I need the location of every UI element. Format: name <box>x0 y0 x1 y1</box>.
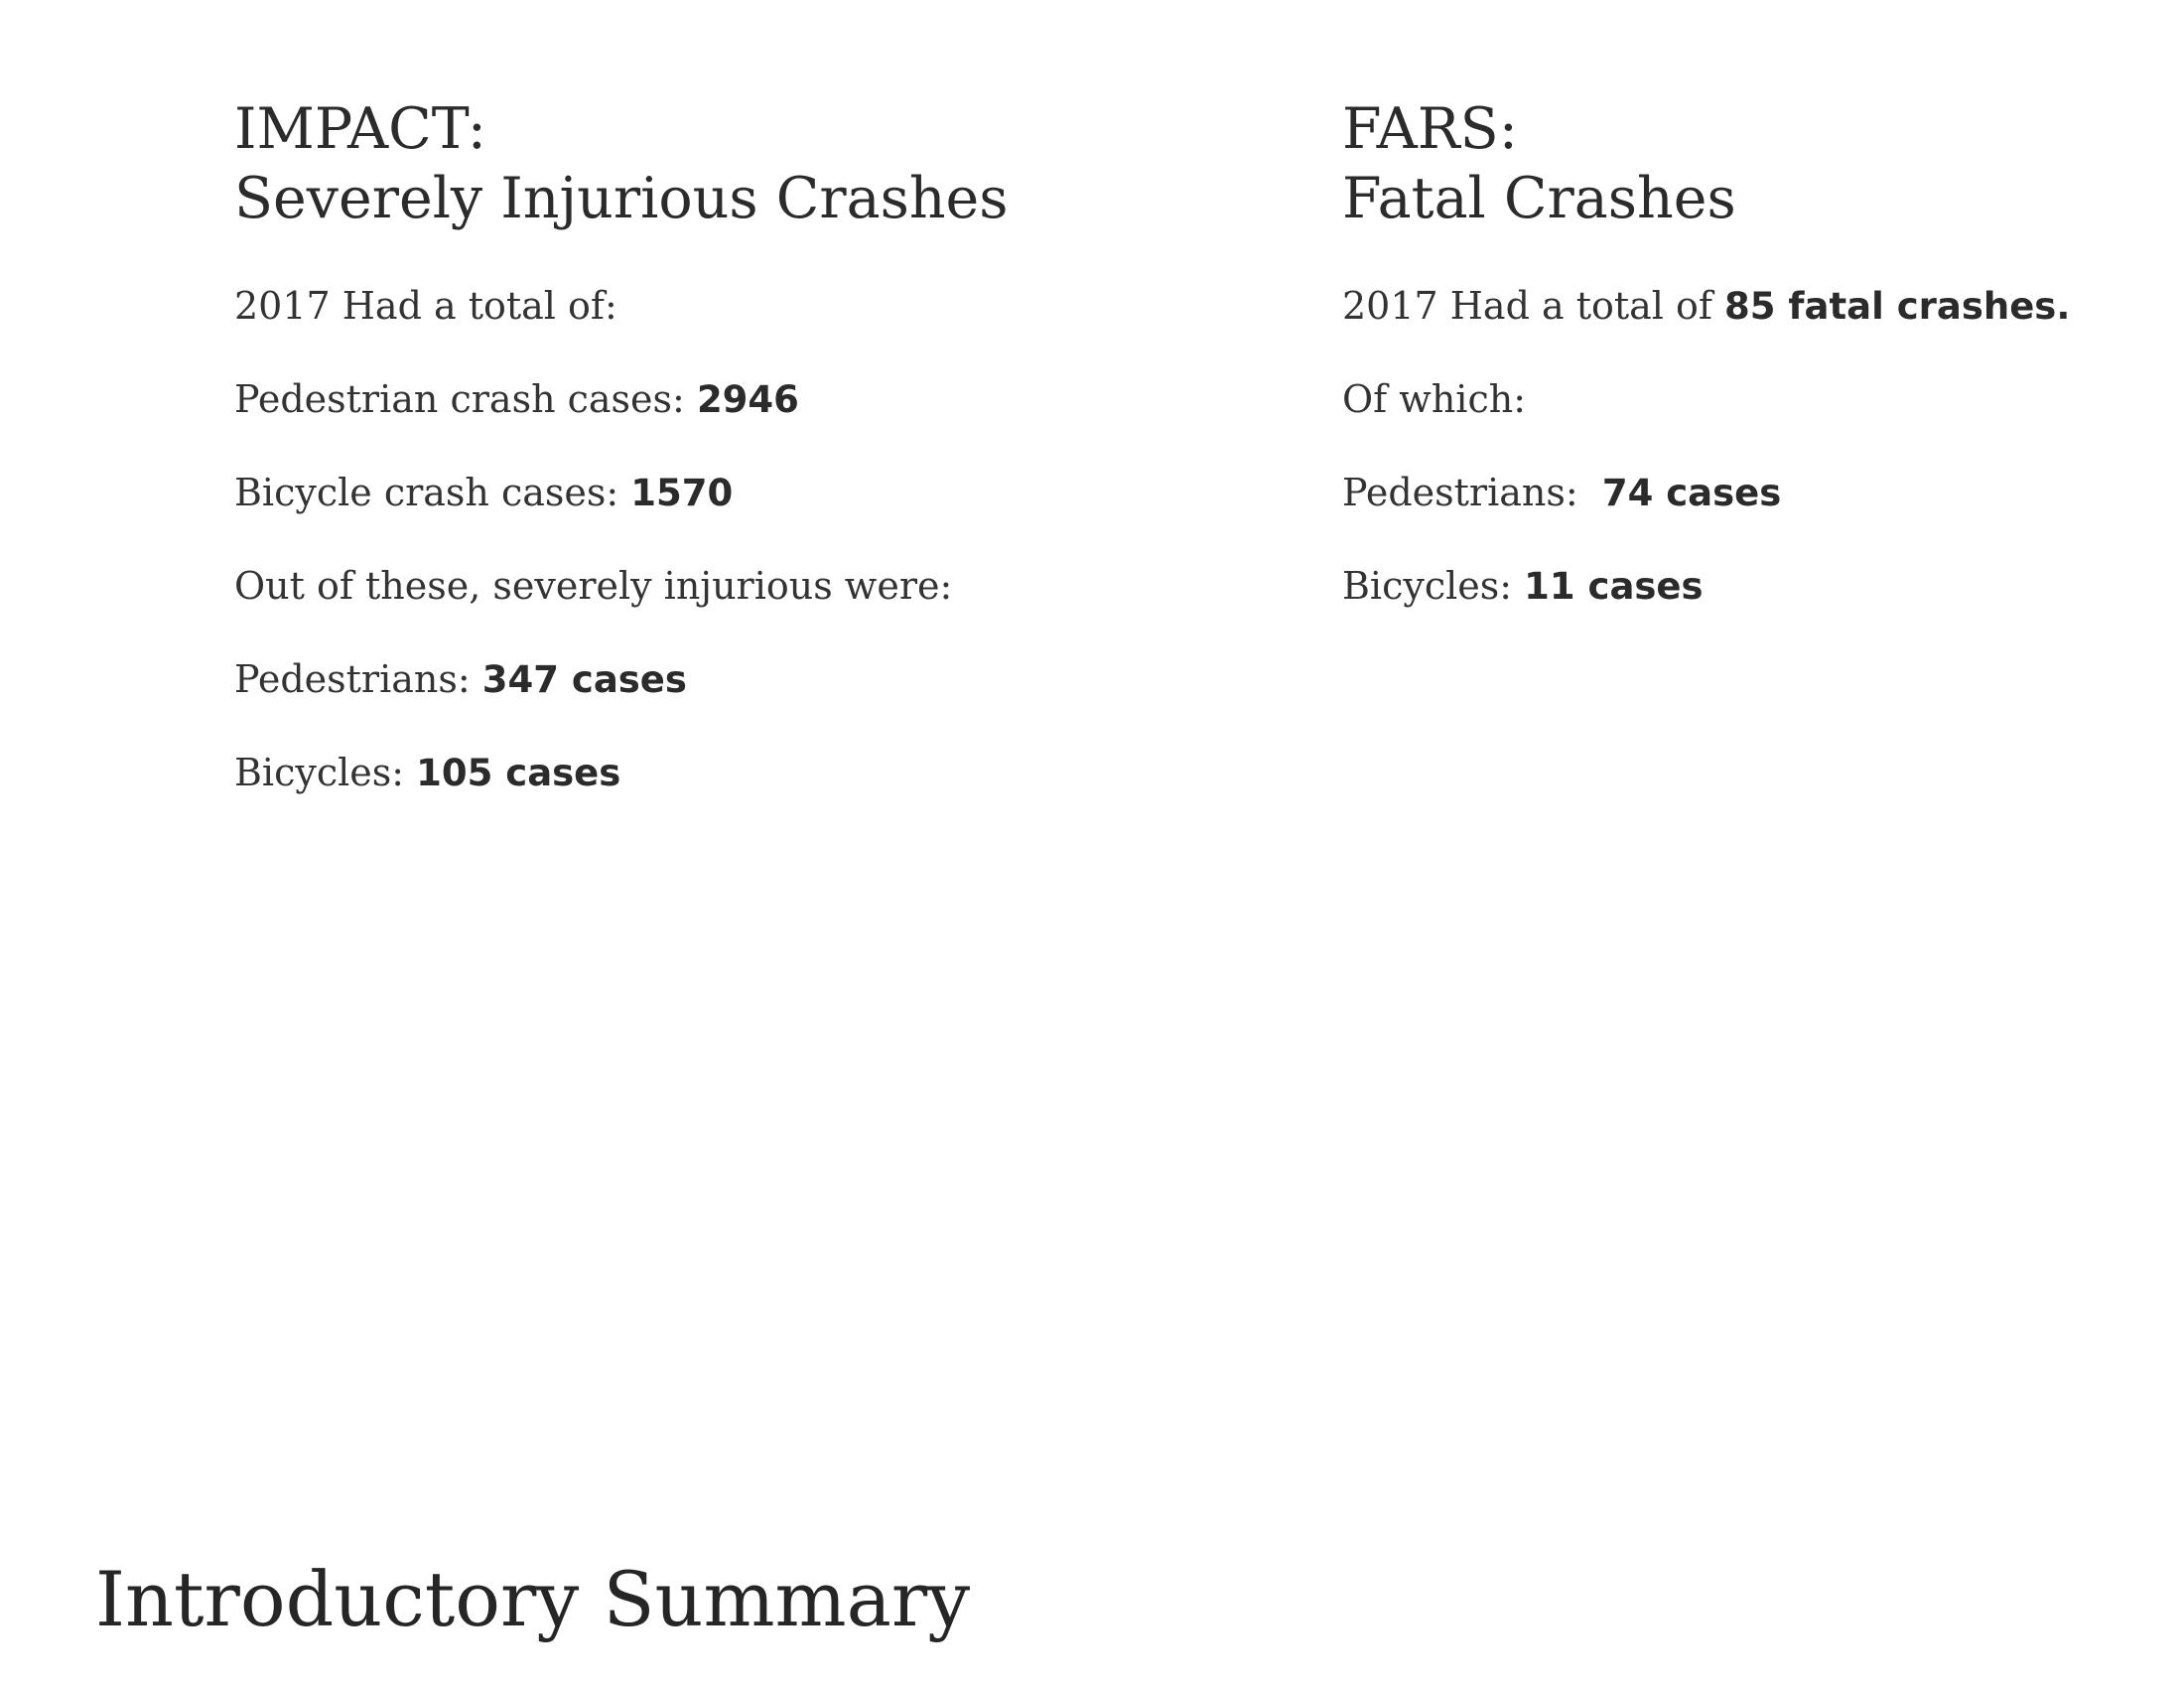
impact-severe-pedestrians-value: 347 cases <box>481 658 687 701</box>
fars-total: 2017 Had a total of 85 fatal crashes. <box>1342 284 2071 328</box>
impact-bicycle-crash-value: 1570 <box>630 472 734 514</box>
fars-section: FARS: Fatal Crashes 2017 Had a total of … <box>1342 94 2136 656</box>
impact-severe-bicycles-value: 105 cases <box>416 752 621 794</box>
page-title: Introductory Summary <box>95 1555 971 1643</box>
impact-severe-pedestrians: Pedestrians: 347 cases <box>234 657 687 701</box>
impact-heading-line1: IMPACT: <box>234 96 486 162</box>
impact-pedestrian-crash-cases: Pedestrian crash cases: 2946 <box>234 377 799 421</box>
impact-heading-line2: Severely Injurious Crashes <box>234 166 1009 231</box>
fars-total-value: 85 fatal crashes. <box>1724 285 2071 328</box>
fars-stats: 2017 Had a total of 85 fatal crashes. Of… <box>1342 283 2136 609</box>
fars-bicycles-value: 11 cases <box>1524 565 1704 608</box>
fars-bicycles: Bicycles: 11 cases <box>1342 564 1704 608</box>
fars-heading: FARS: Fatal Crashes <box>1342 94 2136 233</box>
impact-total-intro: 2017 Had a total of: <box>234 284 617 328</box>
impact-severe-intro: Out of these, severely injurious were: <box>234 564 953 608</box>
impact-pedestrian-crash-value: 2946 <box>696 378 799 421</box>
fars-pedestrians: Pedestrians: 74 cases <box>1342 471 1782 514</box>
impact-section: IMPACT: Severely Injurious Crashes 2017 … <box>234 94 1227 843</box>
fars-pedestrians-value: 74 cases <box>1601 472 1782 514</box>
fars-of-which: Of which: <box>1342 377 1527 421</box>
impact-stats: 2017 Had a total of: Pedestrian crash ca… <box>234 283 1227 795</box>
impact-severe-bicycles: Bicycles: 105 cases <box>234 751 621 794</box>
impact-heading: IMPACT: Severely Injurious Crashes <box>234 94 1227 233</box>
impact-bicycle-crash-cases: Bicycle crash cases: 1570 <box>234 471 734 514</box>
fars-heading-line2: Fatal Crashes <box>1342 166 1736 231</box>
fars-heading-line1: FARS: <box>1342 96 1518 162</box>
